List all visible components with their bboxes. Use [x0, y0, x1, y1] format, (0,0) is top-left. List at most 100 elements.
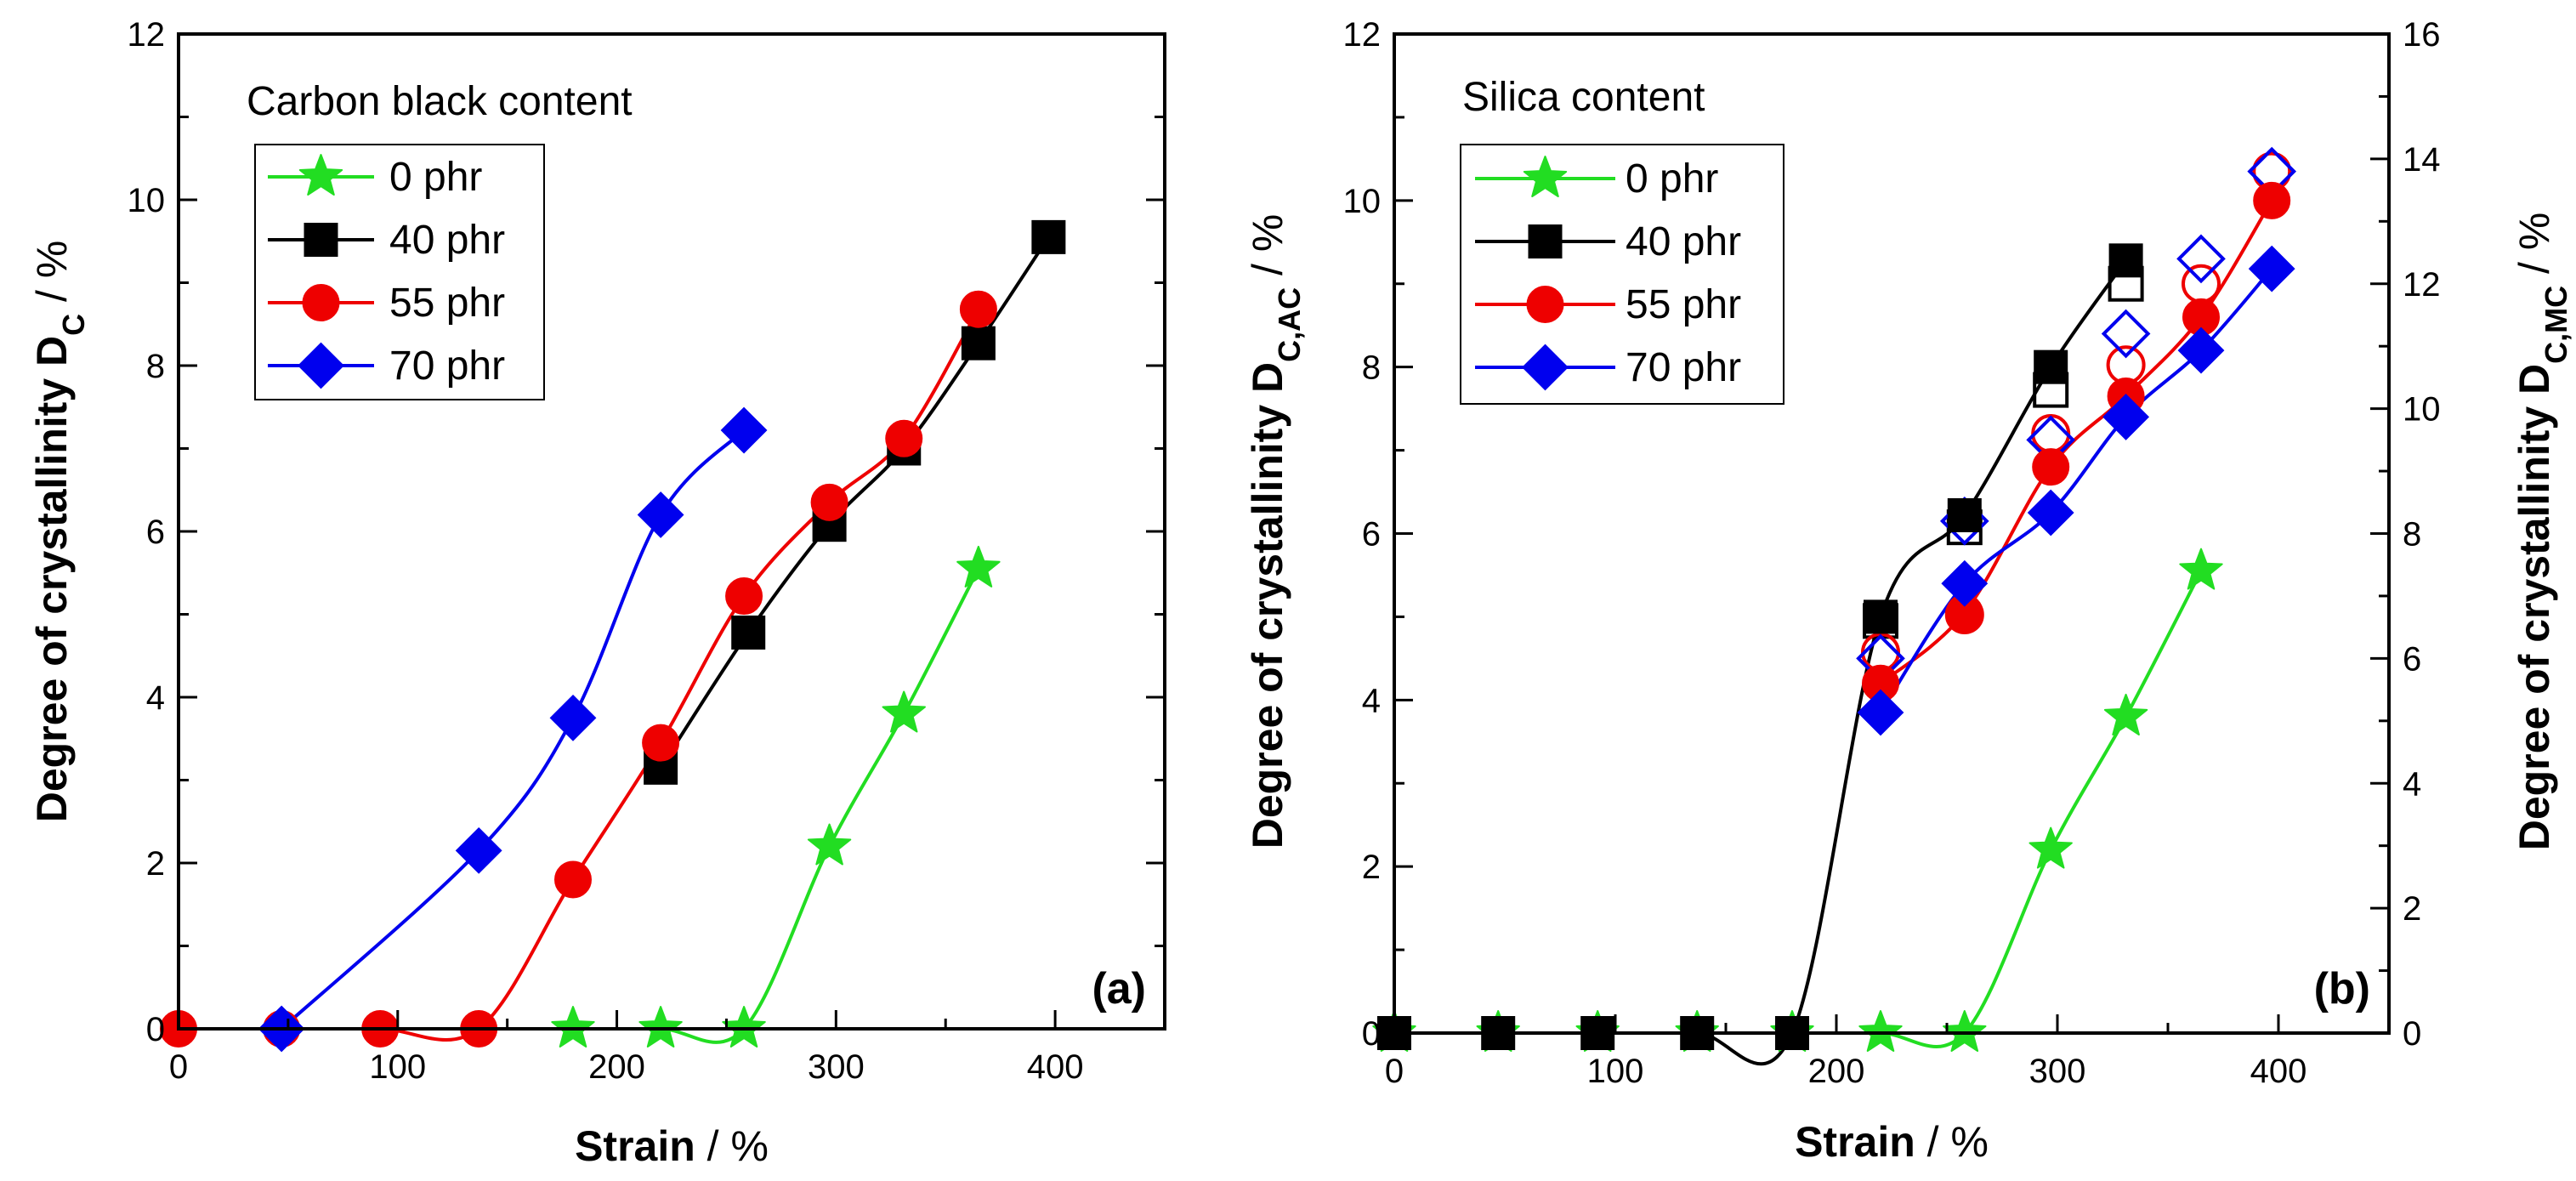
b-legend-marker-3 — [1522, 344, 1569, 391]
b-open-marker-3 — [2101, 309, 2151, 359]
a-panel-label: (a) — [1092, 964, 1146, 1014]
b-x-tick-label: 200 — [1808, 1053, 1865, 1090]
b-data-point-2 — [2253, 181, 2291, 219]
b-series-markers — [1372, 181, 2295, 1052]
a-y-tick-label: 12 — [128, 16, 166, 54]
b-y2-tick-label: 10 — [2403, 391, 2441, 429]
b-data-point-0 — [1943, 1010, 1987, 1052]
b-legend-box — [1460, 144, 1784, 405]
b-data-point-0 — [2179, 548, 2223, 590]
b-open-marker-2 — [2182, 264, 2221, 304]
a-data-point-0 — [638, 1006, 683, 1048]
b-y-tick-label: 6 — [1362, 516, 1381, 554]
a-data-point-0 — [807, 823, 852, 866]
b-legend-label-0: 0 phr — [1626, 156, 1718, 202]
b-y-tick-label: 2 — [1362, 849, 1381, 886]
b-data-point-3 — [2177, 326, 2225, 374]
b-data-point-1 — [1947, 497, 1982, 532]
a-y-ticks: 0 2 4 6 8 10 12 — [128, 16, 1165, 1048]
b-y2-tick-label: 2 — [2403, 890, 2421, 928]
b-data-point-3 — [2248, 245, 2295, 292]
a-legend-marker-1 — [304, 223, 338, 257]
b-x-tick-label: 400 — [2250, 1053, 2307, 1090]
b-open-marker-2 — [2106, 345, 2146, 385]
a-data-point-3 — [549, 694, 597, 741]
a-data-point-2 — [554, 860, 592, 899]
a-series-markers — [160, 219, 1066, 1053]
b-open-marker-3 — [2176, 234, 2226, 284]
a-legend-label-0: 0 phr — [389, 155, 482, 200]
a-x-tick-label: 100 — [369, 1048, 426, 1086]
b-y-ticks: 0 2 4 6 8 10 12 — [1343, 16, 1413, 1053]
a-data-point-1 — [961, 326, 996, 361]
b-data-point-0 — [1858, 1010, 1903, 1052]
b-y-axis-title: Degree of crystallinity DC,AC / % — [1244, 214, 1307, 849]
a-x-axis-title: Strain / % — [575, 1122, 769, 1170]
a-y-tick-label: 6 — [146, 514, 165, 551]
panel-a: 0 100 200 300 400 0 2 4 6 8 10 12 Strain / % Degre… — [28, 16, 1166, 1170]
b-x-tick-label: 0 — [1385, 1053, 1404, 1090]
a-data-point-0 — [956, 545, 1001, 588]
b-open-marker-2 — [2031, 414, 2071, 453]
b-legend-samples — [1475, 156, 1615, 391]
b-series-line-0 — [1394, 570, 2203, 1048]
b-data-point-3 — [2027, 489, 2074, 537]
a-y-tick-label: 8 — [146, 348, 165, 385]
b-legend-marker-1 — [1528, 224, 1563, 258]
a-legend-label-1: 40 phr — [389, 218, 505, 263]
a-data-point-0 — [722, 1006, 766, 1048]
a-data-point-2 — [642, 724, 680, 762]
a-x-tick-label: 0 — [169, 1048, 188, 1086]
b-data-point-1 — [1864, 599, 1898, 634]
b-data-point-2 — [2032, 448, 2070, 486]
a-data-point-1 — [1031, 219, 1066, 254]
b-x-tick-label: 100 — [1587, 1053, 1644, 1090]
b-y2-tick-label: 8 — [2403, 516, 2421, 554]
b-y-tick-label: 4 — [1362, 682, 1381, 719]
b-data-point-3 — [1857, 689, 1904, 736]
b-y2-axis-title: Degree of crystallinity DC,MC / % — [2511, 213, 2573, 851]
b-y2-tick-label: 14 — [2403, 141, 2441, 179]
a-x-ticks: 0 100 200 300 400 — [169, 1010, 1166, 1086]
b-y2-ticks: 0 2 4 6 8 10 12 14 16 — [2370, 16, 2441, 1053]
b-x-ticks: 0 100 200 300 400 — [1385, 1014, 2391, 1090]
b-y-tick-label: 10 — [1343, 183, 1382, 220]
a-data-point-2 — [810, 483, 848, 521]
a-legend-marker-3 — [298, 342, 344, 389]
a-y-axis-title: Degree of crystallinity DC / % — [28, 241, 91, 823]
a-legend-title: Carbon black content — [247, 79, 633, 124]
a-x-tick-label: 200 — [588, 1048, 645, 1086]
b-panel-label: (b) — [2314, 964, 2370, 1014]
a-y-tick-label: 10 — [128, 182, 166, 219]
b-legend-label-1: 40 phr — [1626, 219, 1741, 264]
a-x-tick-label: 400 — [1027, 1048, 1084, 1086]
b-y-tick-label: 0 — [1362, 1015, 1381, 1053]
b-legend-label-3: 70 phr — [1626, 345, 1741, 390]
a-legend-marker-2 — [302, 284, 340, 321]
b-data-point-1 — [2034, 349, 2068, 384]
b-legend: 0 phr 40 phr 55 phr 70 phr — [1460, 144, 1784, 405]
b-y-tick-label: 8 — [1362, 349, 1381, 387]
b-y2-tick-label: 4 — [2403, 765, 2421, 803]
b-y2-tick-label: 12 — [2403, 266, 2441, 304]
a-legend-label-2: 55 phr — [389, 281, 505, 326]
a-data-point-3 — [720, 406, 768, 454]
a-data-point-2 — [885, 419, 923, 457]
b-legend-marker-2 — [1526, 286, 1564, 323]
b-x-tick-label: 300 — [2029, 1053, 2086, 1090]
a-data-point-1 — [731, 615, 766, 650]
b-open-markers — [1856, 146, 2297, 684]
b-legend-title: Silica content — [1462, 75, 1705, 120]
b-open-marker-2 — [1861, 633, 1900, 673]
b-y2-tick-label: 6 — [2403, 640, 2421, 678]
a-y-tick-label: 2 — [146, 845, 165, 883]
b-data-point-3 — [1941, 559, 1989, 607]
b-data-point-1 — [2108, 243, 2143, 278]
a-data-point-3 — [637, 491, 684, 538]
a-y-tick-label: 0 — [146, 1011, 165, 1048]
a-series-line-2 — [179, 308, 980, 1042]
a-data-point-0 — [882, 690, 926, 733]
b-data-point-0 — [2028, 826, 2073, 869]
b-series-line-3 — [1879, 267, 2273, 714]
